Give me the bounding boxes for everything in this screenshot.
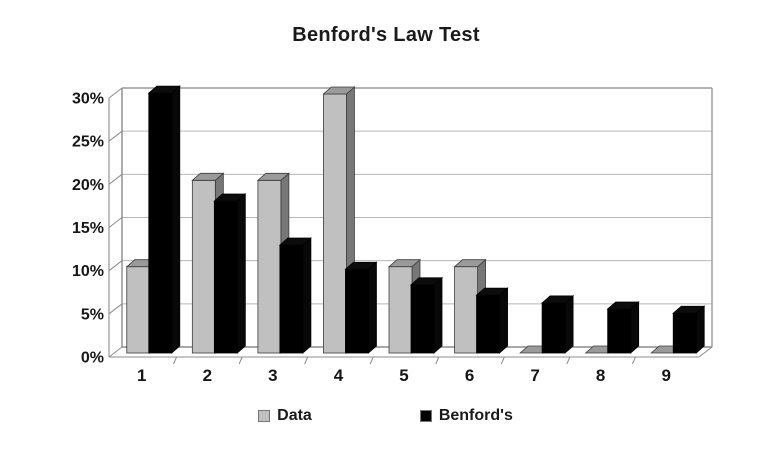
bar-data-4-top — [322, 86, 356, 95]
bar-data-2-top — [191, 172, 225, 181]
y-axis-tick — [108, 130, 123, 142]
y-axis-tick-label: 20% — [72, 177, 104, 194]
y-axis-tick — [108, 260, 123, 272]
x-axis-tick — [238, 356, 243, 365]
legend-label-benfords: Benford's — [438, 407, 513, 424]
bar-data-6 — [454, 266, 478, 354]
bar-data-5-top — [387, 259, 422, 268]
legend: Data Benford's — [0, 407, 771, 425]
bar-data-3 — [257, 179, 282, 354]
bar-benfords-2 — [213, 200, 238, 354]
floor-right-corner — [698, 346, 713, 358]
x-axis-tick-label: 4 — [334, 366, 344, 385]
bar-data-3-top — [256, 172, 290, 181]
y-axis-tick — [108, 217, 123, 228]
x-axis-tick — [435, 356, 440, 365]
bar-benfords-5-side — [433, 276, 443, 354]
bar-data-1 — [126, 266, 151, 354]
bar-benfords-1 — [148, 92, 173, 354]
bar-benfords-4-top — [344, 261, 378, 270]
bar-benfords-5-top — [409, 277, 444, 286]
x-axis-tick-label: 9 — [661, 366, 670, 385]
x-axis-tick — [173, 356, 178, 365]
x-axis-tick-label: 8 — [596, 366, 605, 385]
y-axis-tick — [108, 87, 123, 99]
bar-benfords-9-top — [672, 305, 706, 314]
bar-benfords-7 — [541, 302, 566, 354]
bar-benfords-3-side — [302, 237, 312, 354]
bar-benfords-2-side — [236, 193, 246, 354]
bar-data-5 — [388, 266, 413, 354]
bar-benfords-8 — [607, 308, 632, 354]
bar-benfords-9-side — [695, 305, 705, 354]
bar-benfords-6-top — [475, 287, 509, 296]
y-axis-tick-label: 25% — [72, 134, 104, 151]
y-axis-tick — [108, 346, 123, 358]
x-axis-tick-label: 6 — [465, 366, 474, 385]
bar-benfords-8-side — [630, 301, 640, 354]
bar-benfords-3-top — [278, 237, 312, 246]
bar-benfords-6 — [476, 294, 500, 354]
y-axis-tick — [108, 173, 123, 185]
x-axis-tick-label: 1 — [137, 366, 146, 385]
bar-benfords-4-side — [368, 261, 377, 354]
bar-benfords-3 — [279, 244, 304, 354]
bar-benfords-8-top — [606, 301, 640, 310]
y-axis-tick-label: 0% — [81, 350, 104, 367]
legend-item-benfords: Benford's — [419, 407, 513, 425]
bar-benfords-6-side — [499, 287, 508, 354]
x-axis-tick-label: 2 — [203, 366, 212, 385]
legend-label-data: Data — [277, 407, 312, 424]
bar-data-6-top — [453, 259, 487, 268]
bar-benfords-7-top — [541, 295, 575, 304]
x-axis-tick — [631, 356, 636, 365]
y-axis-tick — [108, 303, 123, 315]
y-axis-tick-label: 30% — [72, 91, 104, 108]
x-axis-tick — [369, 356, 374, 365]
x-axis-tick-label: 5 — [399, 366, 408, 385]
chart-title: Benford's Law Test — [292, 24, 480, 46]
x-axis-tick-label: 3 — [268, 366, 277, 385]
bar-data-2 — [191, 179, 216, 354]
bar-benfords-1-side — [171, 85, 181, 354]
bar-benfords-1-top — [147, 85, 181, 94]
legend-swatch-benfords-icon — [419, 410, 432, 422]
x-axis-tick — [304, 356, 309, 365]
y-axis-tick-label: 15% — [72, 220, 104, 237]
y-axis-tick-label: 10% — [72, 263, 104, 280]
x-axis-tick-label: 7 — [530, 366, 539, 385]
x-axis-tick — [566, 356, 571, 365]
bar-benfords-5 — [410, 284, 435, 354]
legend-item-data: Data — [258, 407, 312, 425]
bar-benfords-4 — [345, 268, 369, 354]
bar-benfords-2-top — [213, 193, 247, 202]
bar-benfords-7-side — [564, 295, 574, 354]
y-axis-tick-label: 5% — [81, 306, 104, 323]
bar-benfords-9 — [672, 312, 697, 354]
x-axis-tick — [500, 356, 505, 365]
bar-data-4 — [323, 93, 347, 354]
legend-swatch-data-icon — [258, 410, 271, 422]
